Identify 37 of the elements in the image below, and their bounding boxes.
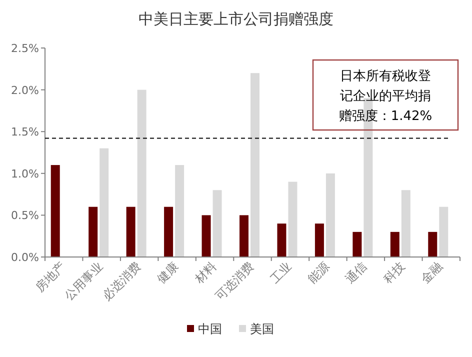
bar <box>50 165 60 257</box>
bar <box>126 206 136 257</box>
y-tick-label: 0.5% <box>11 209 39 222</box>
bar <box>288 182 298 257</box>
bar <box>439 206 448 257</box>
y-tick-label: 2.0% <box>11 84 39 97</box>
x-tick-label: 科技 <box>380 259 408 286</box>
bar <box>202 215 211 257</box>
ref-line-label: 日本所有税收登记企业的平均捐赠强度：1.42% <box>338 69 432 124</box>
bar <box>164 206 174 257</box>
bar <box>100 148 109 257</box>
bar <box>250 73 260 257</box>
legend-label: 美国 <box>250 322 274 336</box>
bar <box>401 190 410 257</box>
bar <box>352 232 362 257</box>
bar <box>137 90 146 257</box>
bar <box>326 173 335 257</box>
bar <box>277 224 286 257</box>
bar <box>212 190 222 257</box>
bar <box>175 165 184 257</box>
x-tick-label: 工业 <box>267 259 294 286</box>
y-tick-label: 1.0% <box>11 167 39 180</box>
x-tick-label: 通信 <box>342 259 370 286</box>
bar <box>390 232 400 257</box>
legend-label: 中国 <box>198 322 222 336</box>
bar <box>88 206 98 257</box>
bar <box>428 232 438 257</box>
x-tick-label: 材料 <box>191 259 219 287</box>
x-tick-label: 金融 <box>418 259 446 286</box>
y-tick-label: 0.0% <box>11 251 39 264</box>
bar <box>314 224 324 257</box>
chart-title: 中美日主要上市公司捐赠强度 <box>138 10 334 28</box>
bar <box>240 215 248 257</box>
y-tick-label: 1.5% <box>11 126 39 139</box>
y-tick-label: 2.5% <box>11 42 39 55</box>
x-tick-label: 能源 <box>305 259 332 286</box>
x-tick-label: 健康 <box>154 259 182 286</box>
